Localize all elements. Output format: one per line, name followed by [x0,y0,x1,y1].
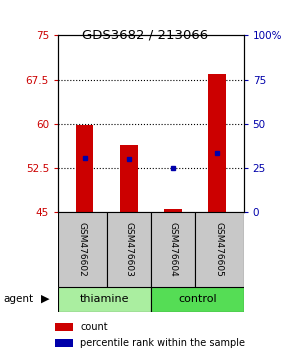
Text: GSM476604: GSM476604 [168,222,177,277]
Bar [164,210,182,212]
Bar [58,212,107,287]
Text: GSM476605: GSM476605 [215,222,224,277]
Text: control: control [178,294,217,304]
Text: percentile rank within the sample: percentile rank within the sample [80,338,245,348]
Bar [120,144,137,212]
Text: GDS3682 / 213066: GDS3682 / 213066 [82,28,208,41]
Text: GSM476602: GSM476602 [78,222,87,277]
Bar [55,323,73,331]
Bar [58,287,151,312]
Text: agent: agent [3,294,33,304]
Bar [151,287,244,312]
Text: count: count [80,322,108,332]
Bar [195,212,244,287]
Bar [107,212,151,287]
Text: ▶: ▶ [41,294,49,304]
Bar [208,74,226,212]
Bar [76,125,93,212]
Bar [151,212,195,287]
Text: GSM476603: GSM476603 [124,222,133,277]
Bar [55,339,73,347]
Text: thiamine: thiamine [80,294,129,304]
